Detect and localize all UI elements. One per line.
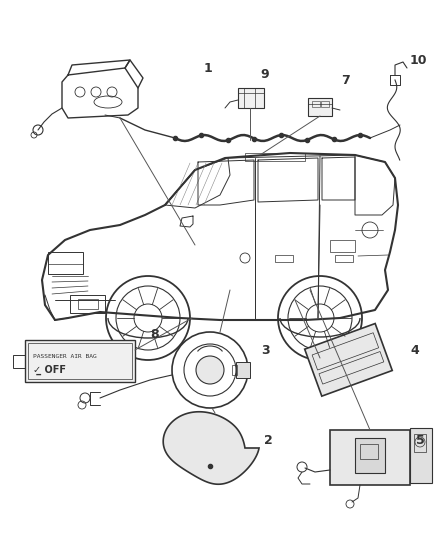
Text: 4: 4 — [411, 343, 419, 357]
Text: 10: 10 — [409, 53, 427, 67]
Bar — [414, 434, 426, 452]
Bar — [360, 444, 378, 459]
Circle shape — [204, 437, 216, 449]
Bar — [78, 299, 98, 309]
Text: 7: 7 — [341, 74, 350, 86]
Bar — [28, 343, 132, 379]
Text: 8: 8 — [151, 328, 159, 342]
Bar — [355, 438, 385, 473]
Bar — [321, 101, 329, 107]
Text: 9: 9 — [261, 69, 269, 82]
Circle shape — [200, 433, 220, 453]
Bar — [275, 255, 293, 262]
Text: 2: 2 — [264, 433, 272, 447]
Text: 1: 1 — [204, 61, 212, 75]
Bar — [335, 255, 353, 262]
Bar — [245, 153, 305, 161]
Bar — [48, 252, 83, 274]
Bar — [308, 98, 332, 116]
Bar — [330, 240, 355, 252]
Bar — [70, 295, 105, 313]
Bar — [236, 362, 250, 378]
Bar — [238, 88, 264, 108]
Text: 5: 5 — [416, 433, 424, 447]
Polygon shape — [163, 412, 259, 484]
Bar — [410, 428, 432, 483]
Bar — [13, 355, 25, 368]
Bar — [319, 352, 384, 384]
Text: ✓̲ OFF: ✓̲ OFF — [33, 365, 66, 375]
Bar — [305, 324, 392, 396]
Ellipse shape — [178, 443, 192, 453]
Bar — [25, 340, 135, 382]
Bar — [232, 365, 237, 375]
Bar — [312, 333, 379, 370]
Ellipse shape — [226, 451, 240, 462]
Bar — [312, 101, 320, 107]
Bar — [330, 430, 410, 485]
Circle shape — [196, 356, 224, 384]
Text: 3: 3 — [261, 343, 269, 357]
Ellipse shape — [226, 434, 240, 445]
Text: PASSENGER AIR BAG: PASSENGER AIR BAG — [33, 353, 97, 359]
